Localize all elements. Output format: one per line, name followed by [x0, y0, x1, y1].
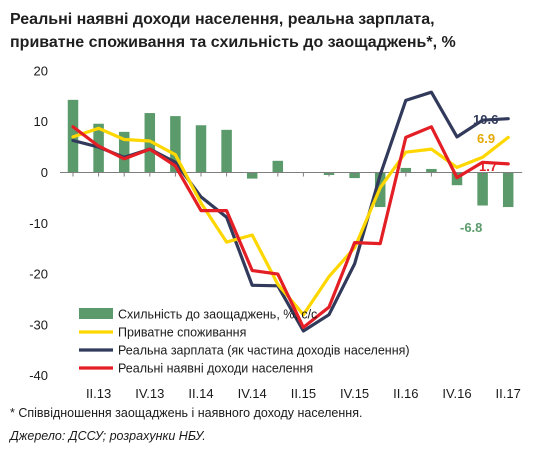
chart-title-line2: приватне споживання та схильність до зао…: [10, 34, 456, 51]
x-tick-label: IV.16: [442, 386, 471, 400]
x-tick-label: II.17: [496, 386, 521, 400]
x-tick-label: II.16: [393, 386, 418, 400]
savings-bar: [118, 131, 130, 173]
savings-bar: [221, 129, 232, 173]
savings-bar: [272, 160, 284, 173]
y-tick-label: 10: [34, 114, 48, 129]
legend-label: Реальні наявні доходи населення: [118, 362, 313, 376]
x-tick-label: II.15: [291, 386, 316, 400]
savings-bar: [400, 167, 412, 173]
chart-title-line1: Реальні наявні доходи населення, реальна…: [10, 11, 435, 28]
end-value-label: -6.8: [460, 220, 482, 235]
chart: 20 10 0 -10 -20 -30 -40 II.13 IV.13 II.14 IV.14 II.…: [29, 63, 523, 400]
savings-bar: [170, 116, 181, 173]
y-tick-label: -30: [29, 317, 48, 332]
legend-label: Схильність до заощаджень, %, с/с: [118, 308, 317, 322]
series-line: [71, 126, 510, 317]
end-value-label: 10.6: [473, 112, 498, 127]
savings-bar: [502, 172, 514, 208]
end-value-label: 6.9: [477, 131, 495, 146]
savings-bar: [426, 168, 437, 173]
x-tick-label: IV.13: [135, 386, 164, 400]
y-tick-label: -40: [29, 368, 48, 383]
x-tick-label: II.13: [86, 386, 111, 400]
x-tick-label: IV.15: [340, 386, 369, 400]
x-tick-label: II.14: [188, 386, 213, 400]
footnote: * Співвідношення заощаджень і наявного д…: [10, 406, 363, 420]
x-tick-label: IV.14: [238, 386, 267, 400]
series-line: [71, 125, 510, 329]
y-tick-label: -20: [29, 267, 48, 282]
legend-swatch: [79, 308, 113, 319]
y-tick-label: 20: [34, 63, 48, 78]
end-value-label: 1.7: [479, 159, 497, 174]
y-tick-label: 0: [41, 165, 48, 180]
source-note: Джерело: ДССУ; розрахунки НБУ.: [10, 429, 206, 443]
series-line: [71, 90, 510, 333]
legend-label: Приватне споживання: [118, 326, 246, 340]
savings-bar: [195, 125, 207, 173]
chart-title: Реальні наявні доходи населення, реальна…: [10, 8, 535, 54]
y-tick-label: -10: [29, 216, 48, 231]
legend-label: Реальна зарплата (як частина доходів нас…: [118, 344, 410, 358]
savings-bar: [477, 172, 488, 206]
